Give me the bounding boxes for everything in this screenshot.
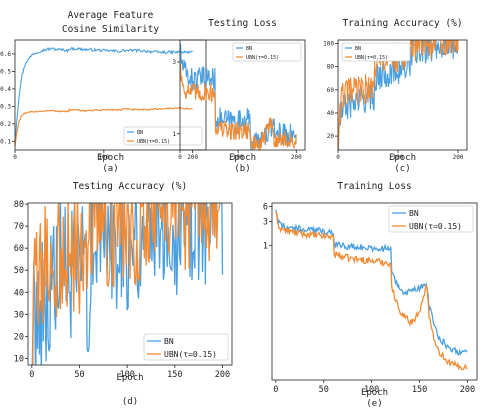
y-tick-label: 30 [14,310,24,320]
legend-label: BN [137,130,143,136]
series-line-bn [15,46,193,142]
y-tick-label: 0.5 [0,68,11,75]
x-tick-label: 100 [393,154,404,161]
y-tick-label: 80 [327,64,335,71]
y-tick-label: 70 [14,222,24,232]
x-tick-label: 200 [187,154,198,161]
legend-label: UBN(τ=0.15) [164,350,217,359]
plot-frame [179,39,306,151]
legend: BN UBN(τ=0.15) [388,205,474,233]
series-line-bn [180,43,297,150]
chart-e: Training Loss 0 50 100 150 200 1 3 6 Epoch(e) BN UB… [263,181,478,409]
chart-title: Testing Loss [208,18,277,29]
panel-caption: (c) [394,164,410,174]
x-tick-label: 150 [167,370,182,380]
series-line-ubn [32,203,221,365]
legend: BN UBN(τ=0.15) [123,126,203,146]
chart-d: Testing Accuracy (%) 0 50 100 150 200 10 20 30 40… [14,181,233,407]
series-line-bn [275,209,468,356]
y-tick-label: 40 [14,288,24,298]
panel-caption: (e) [366,399,382,409]
series-line-ubn [338,40,459,150]
y-tick-label: 0.2 [0,121,11,128]
chart-title: Average Feature [68,10,154,21]
chart-title: Training Accuracy (%) [342,18,462,29]
x-tick-label: 200 [215,370,230,380]
y-tick-label: 80 [14,200,24,210]
legend-label: UBN(τ=0.15) [246,55,279,61]
x-tick-label: 0 [13,154,17,161]
panel-caption: (d) [122,397,138,407]
y-tick-label: 0.6 [0,51,11,58]
chart-title: Testing Accuracy (%) [73,181,187,192]
y-tick-label: 40 [327,110,335,117]
y-tick-label: 0.1 [0,138,11,145]
x-tick-label: 100 [98,154,109,161]
legend: BN UBN(τ=0.15) [143,333,229,361]
chart-a: Average Feature Cosine Similarity 0 100 200 0… [0,10,207,174]
x-axis-label: Epoch [116,373,143,383]
x-tick-label: 100 [119,370,134,380]
x-axis-label: Epoch [389,153,416,163]
legend-label: BN [246,46,252,52]
x-tick-label: 150 [412,385,427,395]
chart-c: Training Accuracy (%)0 100 20020406080100E… [323,18,468,174]
y-tick-label: 10 [14,354,24,364]
legend-label: BN [409,209,419,218]
chart-title: Training Loss [337,181,411,192]
chart-b: Testing Loss 0 100 200 1 3 Epoch(b) BN UBN(τ=0.1… [172,18,306,174]
series-line-ubn [180,61,297,150]
y-tick-label: 1 [263,242,268,252]
x-tick-label: 100 [364,385,379,395]
legend: BN UBN(τ=0.15) [232,42,302,62]
legend-label: UBN(τ=0.15) [137,139,170,145]
plot-frame [337,39,468,151]
y-tick-label: 20 [327,133,335,140]
x-tick-label: 0 [273,385,278,395]
panel-caption: (a) [102,164,118,174]
x-tick-label: 0 [29,370,34,380]
y-tick-label: 6 [263,202,268,212]
x-tick-label: 0 [178,154,182,161]
x-tick-label: 200 [453,154,464,161]
y-tick-label: 3 [263,218,268,228]
y-tick-label: 100 [323,40,334,47]
x-tick-label: 100 [233,154,244,161]
x-tick-label: 200 [460,385,475,395]
x-tick-label: 50 [319,385,329,395]
y-tick-label: 50 [14,266,24,276]
y-tick-label: 60 [14,244,24,254]
y-tick-label: 20 [14,332,24,342]
x-tick-label: 200 [291,154,302,161]
legend-label: BN [355,46,361,52]
panel-caption: (b) [234,164,250,174]
plot-frame [27,202,233,366]
x-axis-label: Epoch [229,153,256,163]
legend: BN UBN(τ=0.15) [341,42,411,62]
y-tick-label: 60 [327,87,335,94]
x-axis-label: Epoch [97,153,124,163]
y-tick-label: 1 [172,131,176,138]
chart-title: Cosine Similarity [62,24,160,35]
y-tick-label: 0.3 [0,103,11,110]
y-tick-label: 3 [172,59,176,66]
legend-label: UBN(τ=0.15) [355,55,388,61]
plot-frame [271,202,478,381]
series-line-ubn [15,106,193,147]
x-tick-label: 50 [74,370,84,380]
legend-label: UBN(τ=0.15) [409,222,462,231]
x-axis-label: Epoch [361,388,388,398]
series-line-ubn [275,211,468,371]
y-tick-label: 0.4 [0,86,11,93]
x-tick-label: 0 [336,154,340,161]
legend-label: BN [164,337,174,346]
